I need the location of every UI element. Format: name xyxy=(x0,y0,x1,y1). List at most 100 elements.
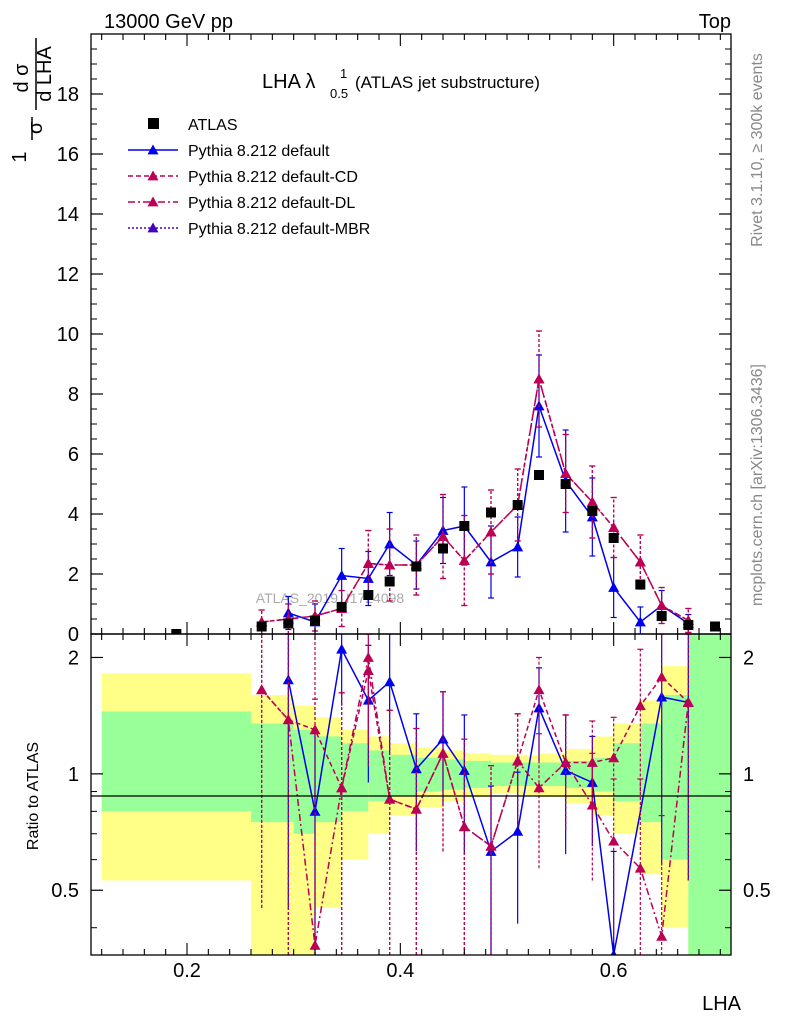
data-point-triangle xyxy=(336,570,348,580)
title-superscript: 1 xyxy=(340,66,347,81)
ratio-point-triangle xyxy=(656,691,668,702)
ratio-frame xyxy=(90,633,732,956)
xtick-label: 0.4 xyxy=(386,960,414,982)
data-point-triangle xyxy=(384,559,396,570)
ratio-point-triangle xyxy=(485,840,497,851)
main-ytick-label: 16 xyxy=(57,144,79,166)
legend-label: Pythia 8.212 default-CD xyxy=(188,169,358,186)
legend-marker-triangle xyxy=(147,222,159,233)
main-ytick-label: 4 xyxy=(68,504,79,526)
data-point-square xyxy=(310,615,320,626)
ratio-ytick-label: 0.5 xyxy=(51,880,79,902)
data-point-square xyxy=(710,621,720,632)
data-point-square xyxy=(656,611,667,621)
ratio-point-triangle xyxy=(586,756,598,767)
legend-marker-atlas xyxy=(148,118,159,129)
ratio-line-0 xyxy=(287,646,689,955)
ratio-line-2 xyxy=(261,657,690,946)
band-inner-segment xyxy=(251,723,294,823)
main-frame xyxy=(90,33,732,635)
data-point-triangle xyxy=(634,556,646,567)
data-point-triangle xyxy=(608,522,620,532)
band-inner-segment xyxy=(640,723,662,823)
main-plot-area xyxy=(171,330,720,634)
band-inner-segment xyxy=(341,743,369,812)
plot-title: LHA λ 1 0.5 (ATLAS jet substructure) xyxy=(262,66,540,101)
ratio-point-triangle xyxy=(586,799,598,810)
data-point-triangle xyxy=(362,558,374,568)
band-inner-segment xyxy=(592,757,614,792)
ratio-point-triangle xyxy=(608,835,620,846)
data-point-triangle xyxy=(512,541,524,552)
x-axis-label: LHA xyxy=(702,993,742,1015)
data-point-square xyxy=(363,590,374,600)
data-point-square xyxy=(411,561,422,572)
data-point-triangle xyxy=(533,373,545,384)
legend-label: Pythia 8.212 default xyxy=(188,143,330,160)
legend-label: Pythia 8.212 default-MBR xyxy=(188,221,370,238)
data-point-square xyxy=(459,521,470,531)
series-line-2 xyxy=(261,378,689,623)
main-ytick-label: 18 xyxy=(57,84,79,106)
title-suffix: (ATLAS jet substructure) xyxy=(355,73,540,92)
legend-marker-triangle xyxy=(147,144,159,155)
data-point-triangle xyxy=(656,600,668,610)
legend-marker-triangle xyxy=(147,170,159,181)
legend-marker-triangle xyxy=(147,196,159,207)
data-point-triangle xyxy=(437,525,449,535)
ratio-point-triangle xyxy=(533,782,545,793)
ratio-point-triangle xyxy=(560,765,572,775)
band-inner-segment xyxy=(613,743,641,802)
ratio-point-triangle xyxy=(410,803,422,814)
ratio-point-triangle xyxy=(656,930,668,941)
data-point-square xyxy=(512,500,523,510)
ratio-point-triangle xyxy=(608,752,620,763)
ratio-ytick-label: 2 xyxy=(68,647,79,669)
ratio-point-triangle xyxy=(256,684,268,695)
ratio-point-triangle xyxy=(560,756,572,767)
ratio-point-triangle xyxy=(362,651,374,662)
main-ytick-label: 10 xyxy=(57,324,79,346)
band-inner-segment xyxy=(688,634,715,955)
ratio-point-triangle xyxy=(485,845,497,856)
ylabel-prefix-den: σ xyxy=(25,121,47,134)
main-ytick-label: 12 xyxy=(57,264,79,286)
ylabel-denominator: d LHA xyxy=(34,46,56,102)
ylabel-prefix: 1 xyxy=(9,151,31,162)
ratio-point-triangle xyxy=(512,825,524,836)
header-process: 13000 GeV pp xyxy=(104,11,233,33)
main-ytick-label: 0 xyxy=(68,624,79,646)
ratio-uncertainty-bands xyxy=(101,634,731,955)
data-point-triangle xyxy=(634,616,646,627)
data-point-triangle xyxy=(560,468,572,478)
ratio-point-triangle xyxy=(682,696,694,707)
band-inner-segment xyxy=(443,759,465,790)
main-ytick-label: 6 xyxy=(68,444,79,466)
data-point-square xyxy=(438,543,448,554)
ratio-point-triangle xyxy=(309,939,321,950)
rivet-version-label: Rivet 3.1.10, ≥ 300k events xyxy=(749,53,766,247)
data-point-square xyxy=(560,479,571,489)
band-inner-segment xyxy=(661,694,689,860)
band-inner-segment xyxy=(389,754,417,796)
data-point-square xyxy=(683,620,694,630)
data-point-square xyxy=(486,507,496,518)
ratio-point-triangle xyxy=(533,684,545,695)
analysis-watermark: ATLAS_2019_I1724098 xyxy=(256,590,405,606)
band-inner-segment xyxy=(715,634,731,955)
data-point-square xyxy=(336,602,347,612)
main-ytick-label: 8 xyxy=(68,384,79,406)
xtick-label: 0.2 xyxy=(173,960,201,982)
data-point-triangle xyxy=(586,496,598,507)
ratio-point-triangle xyxy=(656,671,668,682)
ratio-point-triangle xyxy=(384,793,396,804)
ratio-point-triangle xyxy=(458,821,470,832)
band-inner-segment xyxy=(293,729,315,834)
main-series-group xyxy=(171,330,720,634)
band-inner-segment xyxy=(101,711,252,812)
main-ytick-label: 2 xyxy=(68,564,79,586)
ratio-ytick-label-right: 1 xyxy=(743,764,754,786)
data-point-square xyxy=(171,629,182,634)
